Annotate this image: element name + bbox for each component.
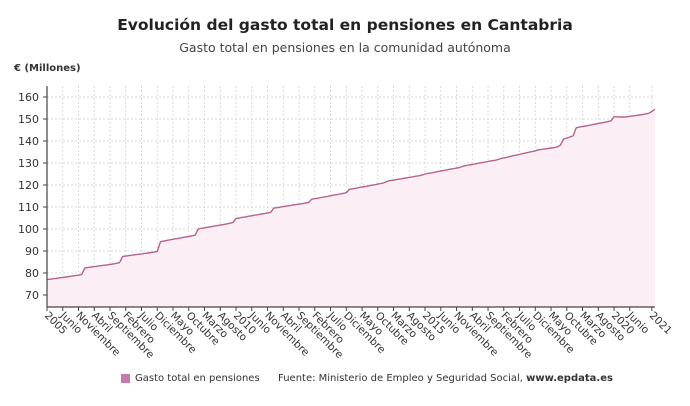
y-tick-label: 130 xyxy=(18,157,39,170)
y-tick-label: 160 xyxy=(18,91,39,104)
y-tick-label: 110 xyxy=(18,201,39,214)
source-note: Fuente: Ministerio de Empleo y Seguridad… xyxy=(278,373,613,384)
y-tick-label: 150 xyxy=(18,113,39,126)
legend-label: Gasto total en pensiones xyxy=(135,373,260,384)
legend: Gasto total en pensiones xyxy=(121,373,260,384)
source-text: Fuente: Ministerio de Empleo y Seguridad… xyxy=(278,373,527,384)
y-tick-label: 70 xyxy=(25,289,39,302)
legend-swatch xyxy=(121,374,130,383)
series-line xyxy=(46,108,656,281)
source-site: www.epdata.es xyxy=(526,373,613,384)
y-tick-label: 120 xyxy=(18,179,39,192)
y-tick-label: 140 xyxy=(18,135,39,148)
chart-title: Evolución del gasto total en pensiones e… xyxy=(117,16,573,34)
y-tick-label: 80 xyxy=(25,267,39,280)
y-tick-label: 90 xyxy=(25,245,39,258)
x-tick-label: 2021 xyxy=(647,310,674,337)
y-tick-label: 100 xyxy=(18,223,39,236)
chart-subtitle: Gasto total en pensiones en la comunidad… xyxy=(179,40,511,55)
y-axis-label: € (Millones) xyxy=(14,63,81,74)
